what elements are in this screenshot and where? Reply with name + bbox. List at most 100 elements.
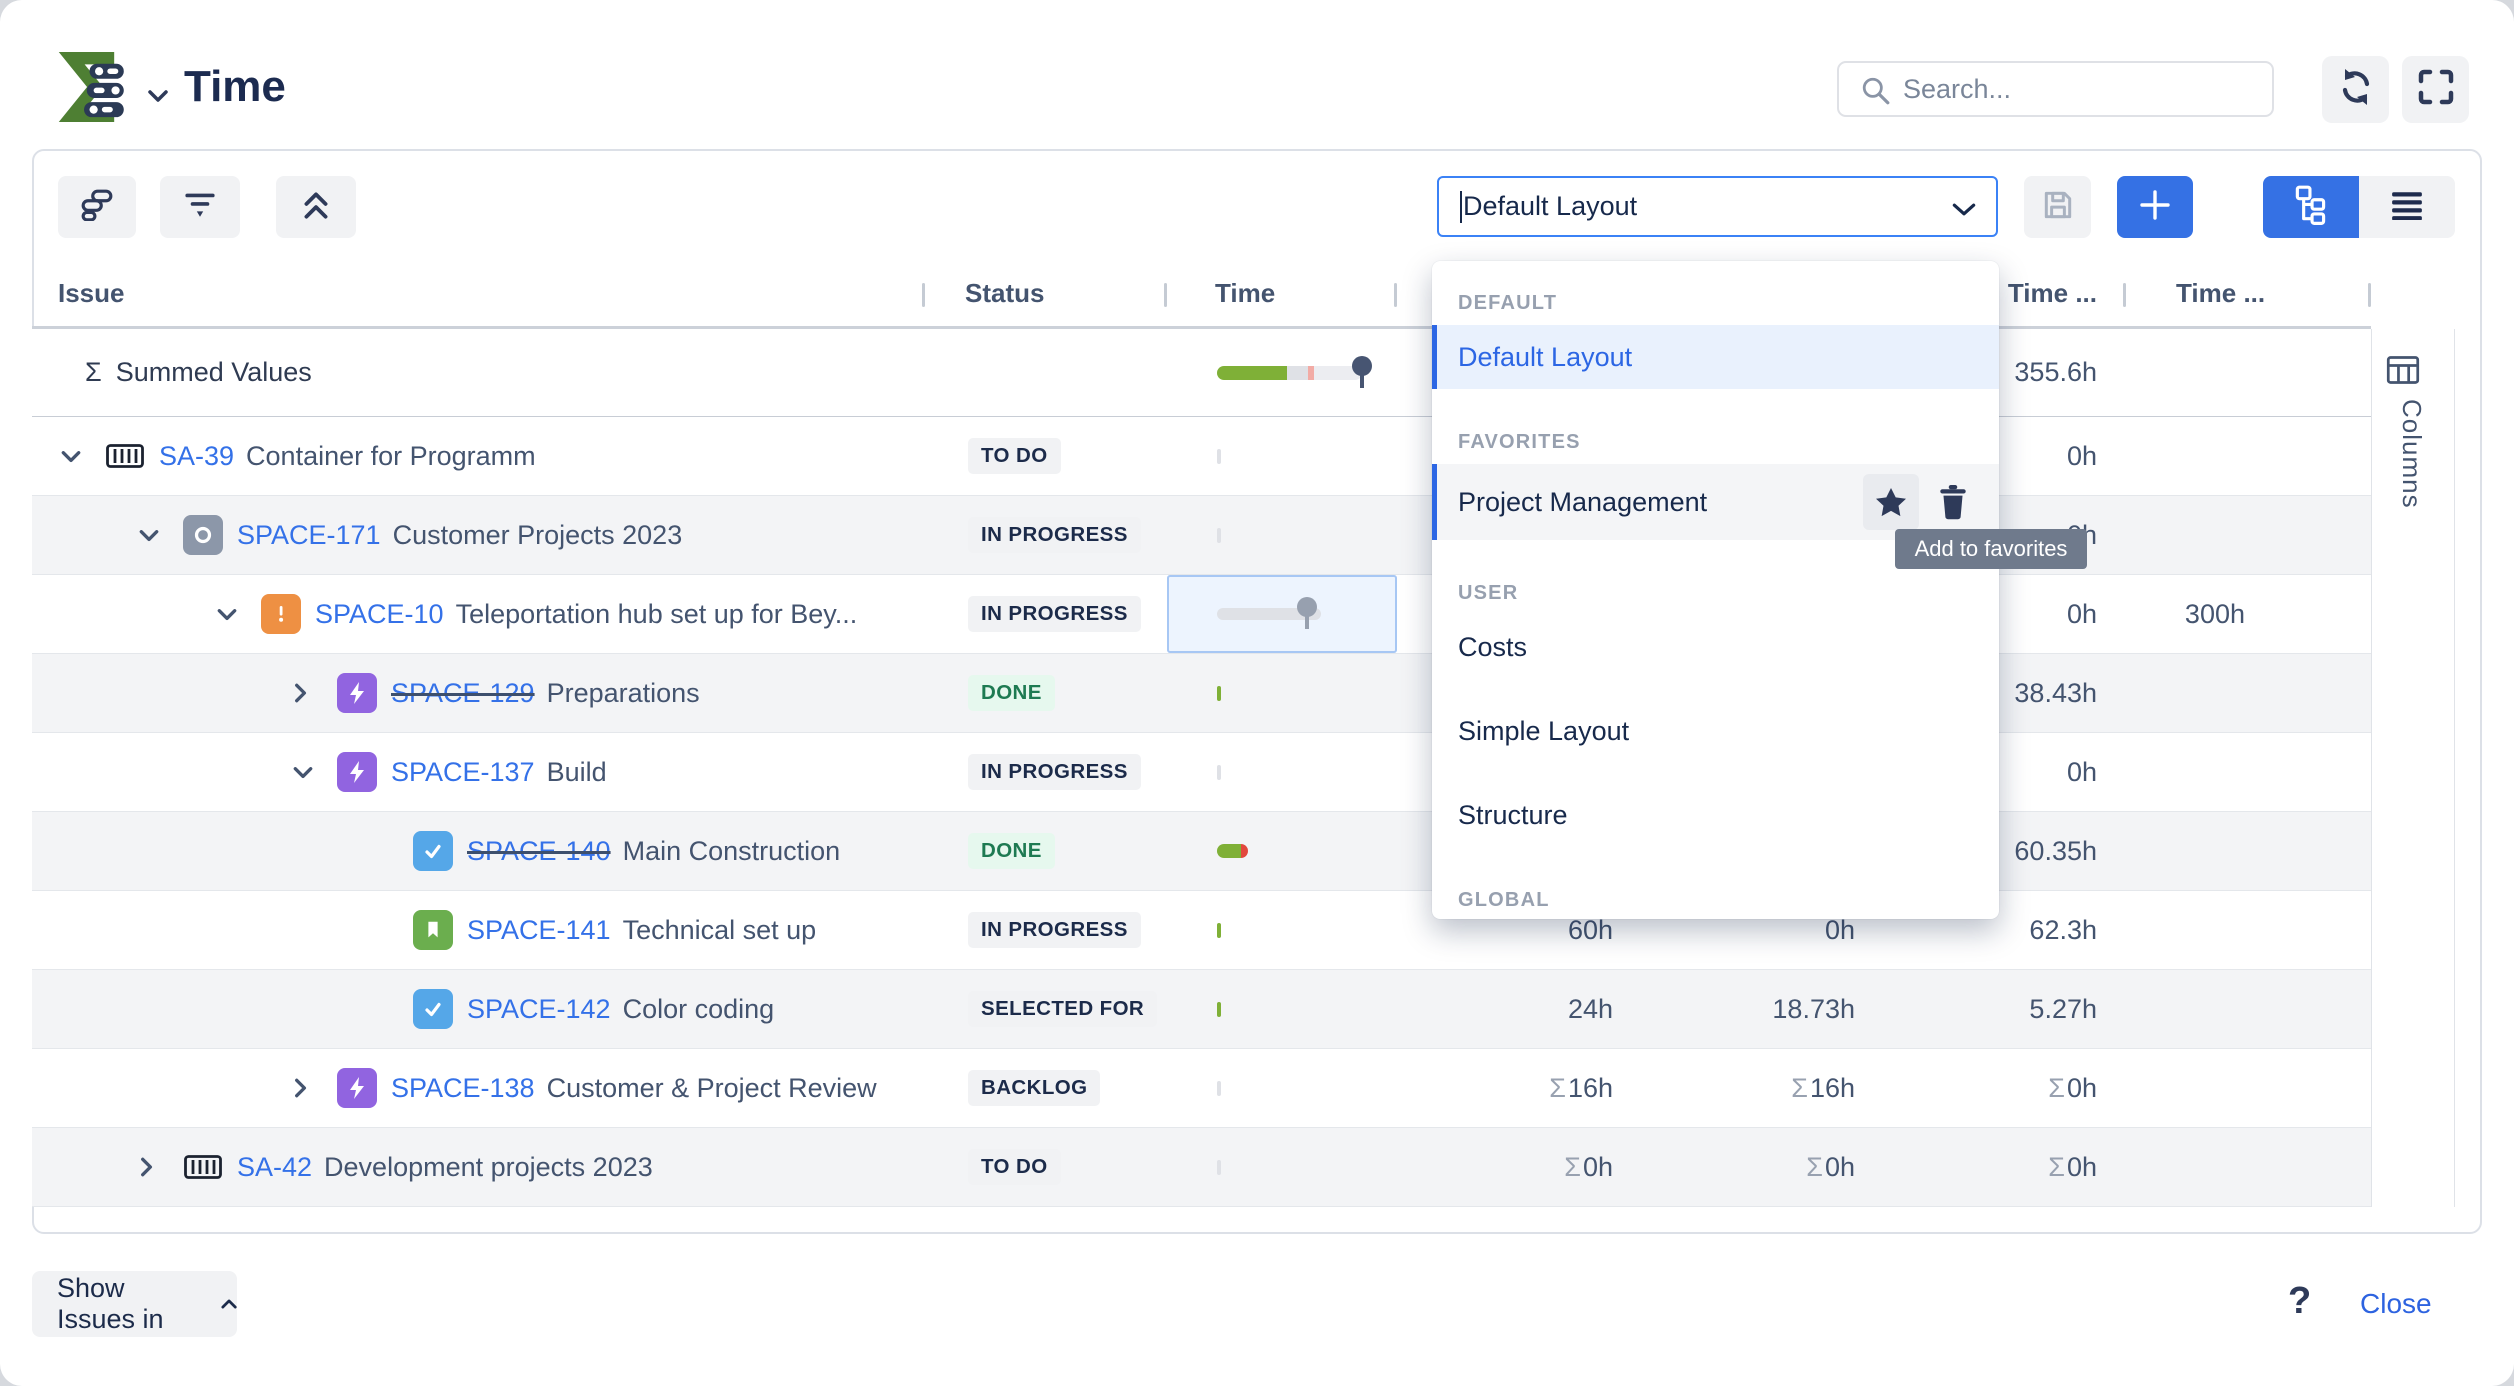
dropdown-item-project-management[interactable]: Project Management [1432,464,1999,540]
issue-cell: SPACE-129 Preparations [32,654,925,732]
chevron-down-icon [1952,202,1976,222]
table-row[interactable]: SA-42 Development projects 2023 TO DO Σ0h Σ0… [32,1128,2371,1207]
dropdown-item-default-layout[interactable]: Default Layout [1432,325,1999,389]
search-input[interactable] [1901,63,2261,115]
time-value-cell: 355.6h [1884,329,2126,416]
issue-cell: SPACE-141 Technical set up [32,891,925,969]
time-progress-bar [1217,1001,1221,1017]
structure-view-button[interactable] [2263,176,2359,238]
chevron-down-icon[interactable] [60,448,105,464]
time-progress-bar [1217,597,1321,629]
dropdown-item-structure[interactable]: Structure [1432,783,1999,847]
time-value-cell [2126,812,2371,890]
column-resize-handle[interactable] [922,283,925,307]
time-progress-bar [1217,764,1221,780]
chevron-down-icon[interactable] [216,606,261,622]
close-link[interactable]: Close [2360,1288,2432,1319]
table-header-row: Issue Status Time Time ... Time ... [32,261,2371,329]
dropdown-item-simple-layout[interactable]: Simple Layout [1432,699,1999,763]
time-value-cell: Σ0h [1642,1128,1884,1206]
time-progress-bar [1217,685,1221,701]
dropdown-item-costs[interactable]: Costs [1432,615,1999,679]
time-value-cell [2126,1049,2371,1127]
search-icon [1861,76,1891,111]
show-issues-in-button[interactable]: Show Issues in [32,1271,237,1337]
dropdown-item-label: Project Management [1458,486,1708,517]
menu-button[interactable] [2359,176,2455,238]
time-value: 0h [2066,1072,2097,1103]
layout-select[interactable] [1437,176,1998,237]
table-row[interactable]: SPACE-138 Customer & Project Review BACKLO… [32,1049,2371,1128]
refresh-button[interactable] [2322,56,2389,123]
collapse-all-button[interactable] [276,176,356,238]
issue-key[interactable]: SPACE-10 [315,598,444,629]
column-header-status[interactable]: Status [965,278,1045,308]
time-cell [1167,329,1397,416]
issue-key[interactable]: SPACE-129 [391,677,535,708]
table-row[interactable]: SPACE-129 Preparations DONE 38.43h [32,654,2371,733]
filter-button[interactable] [160,176,240,238]
column-resize-handle[interactable] [1394,283,1397,307]
column-resize-handle[interactable] [2368,283,2371,307]
group-rows-button[interactable] [58,176,136,238]
favorite-star-button[interactable] [1863,474,1919,530]
chevron-right-icon[interactable] [292,1077,337,1099]
table-row[interactable]: SA-39 Container for Programm TO DO 0h [32,417,2371,496]
task-issue-type-icon [413,831,453,871]
issue-summary: Container for Programm [246,440,536,471]
app-logo-icon[interactable] [53,50,137,129]
time-value: 0h [2066,756,2097,787]
chevron-up-icon [221,1299,237,1309]
issue-key[interactable]: SPACE-171 [237,519,381,550]
summed-values-row[interactable]: Σ Summed Values 355.6h [32,329,2371,417]
chevron-right-icon[interactable] [138,1156,183,1178]
time-value: 16h [1567,1072,1613,1103]
table-row[interactable]: SPACE-142 Color coding SELECTED FOR 24h 18.7… [32,970,2371,1049]
save-icon [2041,188,2075,227]
delete-layout-button[interactable] [1933,482,1973,522]
app-switcher-chevron-down-icon[interactable] [146,88,170,109]
table-row[interactable]: SPACE-141 Technical set up IN PROGRESS 60h 0… [32,891,2371,970]
show-issues-in-label: Show Issues in [57,1273,164,1334]
fullscreen-button[interactable] [2402,56,2469,123]
epic-issue-type-icon [337,1068,377,1108]
status-badge: DONE [968,833,1055,869]
sigma-prefix: Σ [1549,1072,1566,1103]
status-cell: SELECTED FOR [925,970,1167,1048]
time-value: 38.43h [2014,677,2097,708]
slider-pin-icon[interactable] [1297,597,1317,629]
time-cell [1167,970,1397,1048]
table-row[interactable]: SPACE-140 Main Construction DONE 60.35h [32,812,2371,891]
add-button[interactable] [2117,176,2193,238]
status-cell: IN PROGRESS [925,891,1167,969]
columns-panel-toggle[interactable]: Columns [2371,329,2455,1207]
issue-key[interactable]: SA-42 [237,1151,313,1182]
issue-cell: SPACE-137 Build [32,733,925,811]
issue-key[interactable]: SPACE-141 [467,914,611,945]
chevron-down-icon[interactable] [292,764,337,780]
issue-key[interactable]: SPACE-138 [391,1072,535,1103]
column-header-time[interactable]: Time [1215,278,1276,308]
table-row[interactable]: SPACE-137 Build IN PROGRESS 0h [32,733,2371,812]
issue-key[interactable]: SPACE-140 [467,835,611,866]
column-header-issue[interactable]: Issue [58,278,125,308]
issue-key[interactable]: SA-39 [159,440,235,471]
issue-key[interactable]: SPACE-137 [391,756,535,787]
layout-select-input[interactable] [1461,178,1931,235]
time-cell[interactable] [1167,575,1397,653]
chevron-right-icon[interactable] [292,682,337,704]
table-row[interactable]: SPACE-10 Teleportation hub set up for Bey… [32,575,2371,654]
column-header-time-c[interactable]: Time ... [2007,278,2097,308]
chevron-down-icon[interactable] [138,527,183,543]
help-button[interactable]: ? [2288,1280,2312,1322]
column-header-time-d[interactable]: Time ... [2176,278,2266,308]
time-cell [1167,733,1397,811]
time-progress-bar [1217,844,1248,858]
status-cell: DONE [925,654,1167,732]
status-badge: TO DO [968,438,1061,474]
column-resize-handle[interactable] [1164,283,1167,307]
save-layout-button[interactable] [2024,176,2091,238]
column-resize-handle[interactable] [2123,283,2126,307]
time-value-cell: 0h [1884,417,2126,495]
issue-key[interactable]: SPACE-142 [467,993,611,1024]
